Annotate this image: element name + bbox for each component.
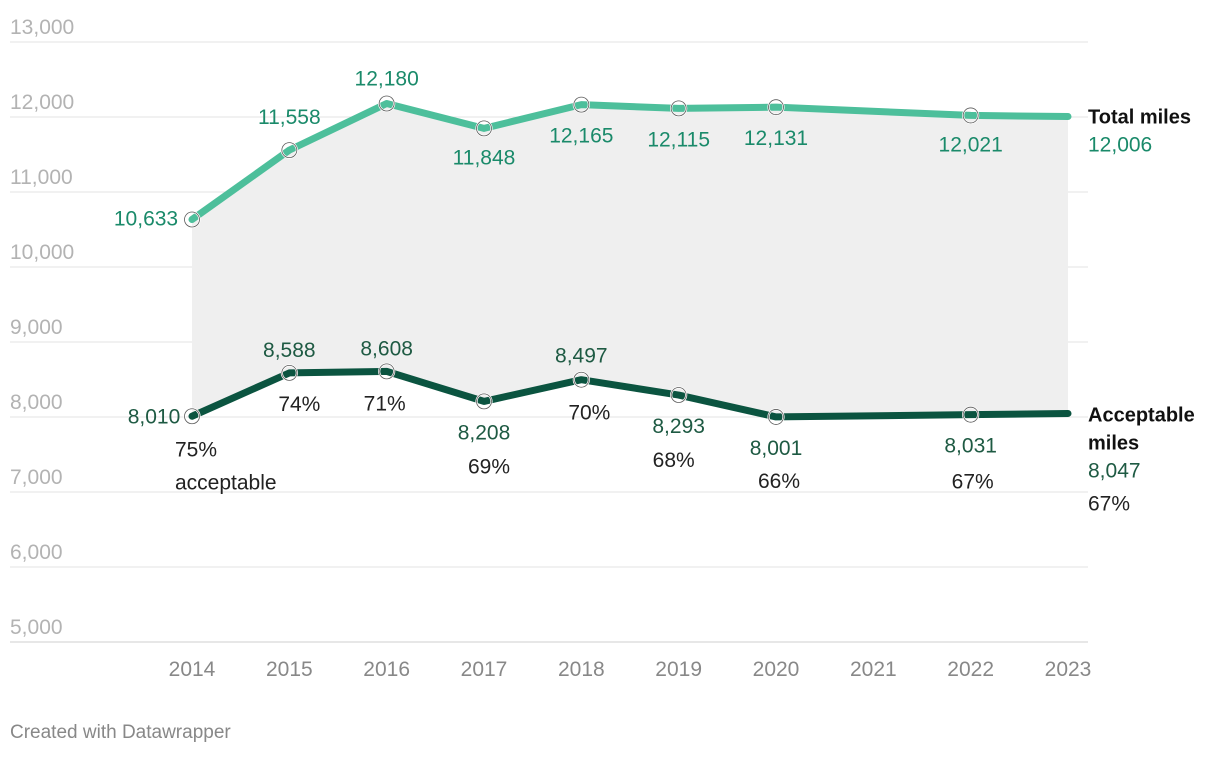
point-marker-ring xyxy=(476,120,492,137)
y-tick-label: 7,000 xyxy=(10,466,63,489)
data-labels: 10,633 11,558 12,180 11,848 12,165 12,115 12,1… xyxy=(114,68,1195,516)
x-tick-label: 2018 xyxy=(558,658,605,681)
x-tick-label: 2015 xyxy=(266,658,313,681)
point-marker-ring xyxy=(768,99,784,116)
acceptable-value-label: 8,031 xyxy=(944,435,997,458)
point-marker-ring xyxy=(281,142,298,159)
acceptable-value-label: 8,497 xyxy=(555,345,608,368)
point-marker-ring xyxy=(281,364,298,381)
total-value-label: 11,558 xyxy=(258,106,321,129)
x-tick-label: 2014 xyxy=(169,658,216,681)
total-value-label: 12,131 xyxy=(744,127,808,150)
credit-text: Created with Datawrapper xyxy=(10,722,231,743)
point-marker-ring xyxy=(184,211,200,228)
total-value-label: 12,021 xyxy=(939,133,1003,156)
x-tick-label: 2020 xyxy=(753,658,800,681)
x-axis: 2014 2015 2016 2017 2018 2019 2020 2021 2022 2023 xyxy=(169,658,1092,681)
acceptable-miles-line xyxy=(188,367,1072,421)
point-marker-ring xyxy=(962,406,979,423)
percent-label: 70% xyxy=(568,402,610,425)
acceptable-value-label: 8,608 xyxy=(360,337,413,360)
percent-label: 68% xyxy=(653,449,695,472)
percent-label: 67% xyxy=(952,471,994,494)
total-miles-line xyxy=(188,100,1072,224)
acceptable-value-label: 8,001 xyxy=(750,437,803,460)
acceptable-value-label: 8,588 xyxy=(263,339,316,362)
acceptable-value-label: 8,010 xyxy=(128,405,181,428)
x-tick-label: 2019 xyxy=(655,658,702,681)
percent-label: 71% xyxy=(364,392,406,415)
point-marker-ring xyxy=(573,371,590,388)
point-marker-ring xyxy=(378,95,395,112)
point-marker-ring xyxy=(184,408,200,425)
y-tick-label: 11,000 xyxy=(10,166,73,189)
y-tick-label: 10,000 xyxy=(10,241,74,264)
y-tick-label: 6,000 xyxy=(10,541,63,564)
point-marker-ring xyxy=(768,409,784,425)
point-marker-ring xyxy=(476,393,492,410)
x-tick-label: 2021 xyxy=(850,658,897,681)
percent-label: 66% xyxy=(758,470,800,493)
point-marker-ring xyxy=(670,100,687,117)
y-tick-label: 5,000 xyxy=(10,616,63,639)
point-marker-ring xyxy=(573,96,590,113)
point-marker-ring xyxy=(378,363,395,380)
point-marker-ring xyxy=(962,107,979,124)
series-lines xyxy=(188,100,1072,421)
x-tick-label: 2016 xyxy=(363,658,410,681)
y-tick-label: 8,000 xyxy=(10,391,63,414)
shaded-area xyxy=(192,103,1068,417)
total-series-name: Total miles xyxy=(1088,107,1191,129)
x-tick-label: 2022 xyxy=(947,658,994,681)
x-tick-label: 2023 xyxy=(1045,658,1092,681)
acceptable-value-label: 8,293 xyxy=(652,415,705,438)
acceptable-series-name-line2: miles xyxy=(1088,432,1139,454)
point-markers xyxy=(183,94,980,426)
percent-label-suffix: acceptable xyxy=(175,471,277,494)
total-value-label: 11,848 xyxy=(453,146,516,169)
acceptable-series-name-line1: Acceptable xyxy=(1088,404,1195,426)
y-axis: 5,000 6,000 7,000 8,000 9,000 10,000 11,000 12,… xyxy=(10,16,74,639)
total-value-label: 12,165 xyxy=(549,125,613,148)
y-tick-label: 9,000 xyxy=(10,316,63,339)
y-tick-label: 12,000 xyxy=(10,91,74,114)
total-value-label: 10,633 xyxy=(114,208,178,231)
acceptable-value-label: 8,208 xyxy=(458,421,511,444)
x-tick-label: 2017 xyxy=(461,658,508,681)
y-tick-label: 13,000 xyxy=(10,16,74,39)
total-end-value-label: 12,006 xyxy=(1088,134,1152,157)
point-marker-ring xyxy=(670,387,687,403)
percent-label: 69% xyxy=(468,455,510,478)
percent-label: 74% xyxy=(278,393,320,416)
total-value-label: 12,115 xyxy=(647,128,710,151)
acceptable-end-percent-label: 67% xyxy=(1088,492,1130,515)
acceptable-end-value-label: 8,047 xyxy=(1088,459,1141,482)
percent-label: 75% xyxy=(175,438,217,461)
total-value-label: 12,180 xyxy=(355,68,419,91)
area-between-series xyxy=(192,103,1068,417)
